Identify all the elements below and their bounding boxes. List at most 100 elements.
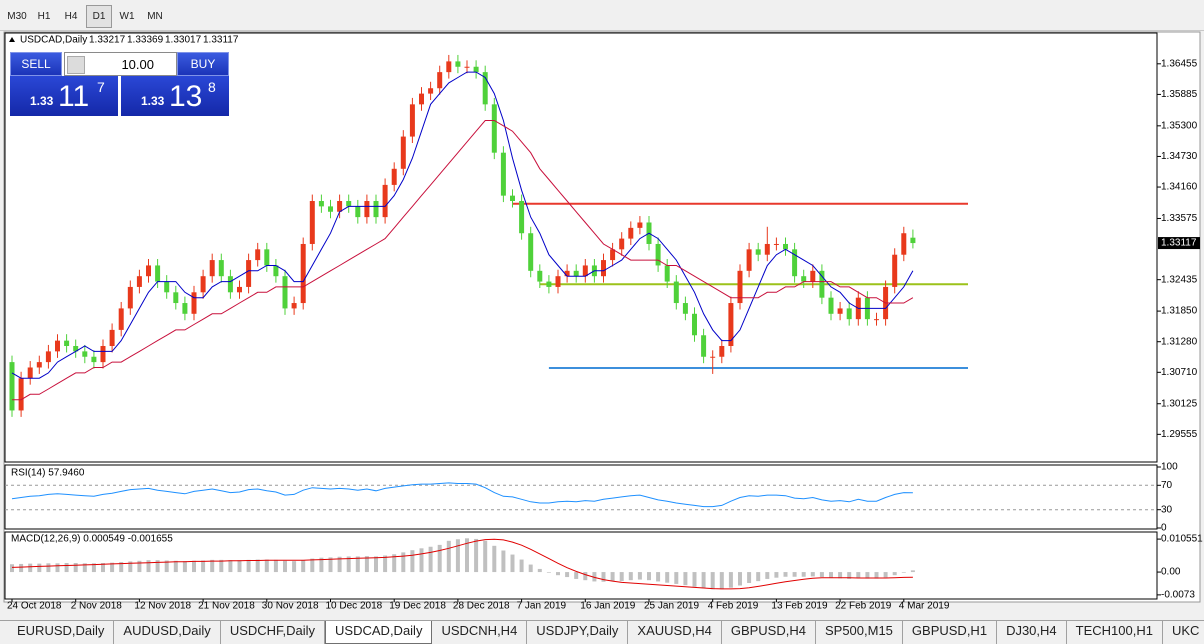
chart-tab[interactable]: AUDUSD,Daily — [114, 621, 221, 644]
histogram-bar — [583, 572, 588, 581]
candle-body — [764, 243, 770, 255]
lots-down[interactable] — [67, 56, 85, 74]
histogram-bar — [792, 572, 797, 577]
bid-pip: 7 — [97, 79, 105, 95]
candle-body — [573, 270, 579, 277]
histogram-bar — [146, 560, 151, 573]
chart-tab[interactable]: UKC — [1163, 621, 1204, 644]
candle-body — [428, 88, 434, 94]
chart-tab[interactable]: USDCAD,Daily — [325, 621, 433, 644]
histogram-bar — [910, 570, 915, 573]
candle-body — [337, 201, 343, 212]
x-tick-label: 4 Feb 2019 — [708, 601, 759, 612]
chart-tab[interactable]: USDCHF,Daily — [221, 621, 326, 644]
histogram-bar — [710, 572, 715, 590]
chart: USDCAD,Daily 1.36455 1.35885 1.35300 1.34730… — [3, 31, 1203, 612]
candle-body — [273, 265, 279, 277]
x-tick-label: 7 Jan 2019 — [517, 601, 567, 612]
candle-body — [455, 61, 461, 67]
chart-tab[interactable]: GBPUSD,H1 — [903, 621, 998, 644]
sell-button[interactable]: SELL — [10, 52, 62, 76]
histogram-bar — [656, 572, 661, 582]
histogram-bar — [883, 572, 888, 578]
histogram-bar — [91, 563, 96, 573]
y-tick-label: 1.34730 — [1161, 151, 1198, 162]
chart-tab[interactable]: TECH100,H1 — [1067, 621, 1163, 644]
histogram-bar — [401, 552, 406, 573]
ohlc-value: 1.33217 — [89, 35, 126, 46]
histogram-bar — [801, 572, 806, 577]
y-tick-label: 0.010551 — [1161, 534, 1203, 545]
timeframe-button[interactable]: H4 — [64, 11, 78, 22]
chart-tab[interactable]: DJ30,H4 — [997, 621, 1067, 644]
timeframe-button[interactable]: MN — [147, 11, 163, 22]
panel-title: MACD(12,26,9) 0.000549 -0.001655 — [11, 534, 173, 545]
bid-big: 11 — [58, 80, 90, 113]
histogram-bar — [437, 544, 442, 573]
histogram-bar — [601, 572, 606, 582]
lots-field[interactable]: 10.00 — [64, 52, 177, 76]
chart-tab[interactable]: SP500,M15 — [816, 621, 903, 644]
histogram-bar — [510, 554, 515, 573]
candle-body — [664, 265, 670, 282]
chart-tab[interactable]: GBPUSD,H4 — [722, 621, 816, 644]
candle-body — [127, 286, 133, 309]
ask-quote[interactable]: 1.33 13 8 — [121, 76, 229, 116]
candle-body — [601, 260, 606, 277]
candle-body — [364, 201, 370, 218]
histogram-bar — [774, 572, 779, 578]
indicator-line — [11, 482, 913, 508]
panel-title: RSI(14) 57.9460 — [11, 468, 85, 479]
histogram-bar — [619, 572, 624, 582]
histogram-bar — [255, 559, 260, 573]
candle-body — [73, 346, 79, 352]
chart-tab[interactable]: USDCNH,H4 — [432, 621, 528, 644]
macd-panel — [4, 531, 1158, 600]
candle-body — [237, 286, 242, 293]
histogram-bar — [865, 572, 870, 579]
histogram-bar — [747, 572, 752, 583]
chart-tab[interactable]: XAUUSD,H4 — [628, 621, 722, 644]
candle-body — [464, 66, 470, 68]
candle-body — [91, 356, 97, 363]
buy-button[interactable]: BUY — [177, 52, 229, 76]
candle-body — [837, 308, 843, 314]
histogram-bar — [728, 572, 733, 588]
histogram-bar — [874, 572, 879, 579]
candle-body — [673, 281, 679, 304]
x-tick-label: 21 Nov 2018 — [198, 601, 255, 612]
candle-body — [309, 201, 315, 244]
histogram-bar — [310, 558, 315, 573]
timeframe-button[interactable]: M30 — [7, 11, 27, 22]
histogram-bar — [10, 564, 14, 573]
histogram-bar — [465, 538, 469, 573]
histogram-bar — [164, 560, 169, 573]
histogram-bar — [719, 572, 724, 590]
timeframe-button[interactable]: D1 — [86, 5, 112, 28]
histogram-bar — [683, 572, 688, 586]
candle-body — [910, 237, 916, 244]
candle-body — [892, 254, 898, 287]
candle-body — [491, 104, 497, 153]
candle-body — [537, 270, 543, 282]
chart-tab[interactable]: USDJPY,Daily — [527, 621, 629, 644]
histogram-bar — [182, 561, 187, 573]
chart-background — [3, 31, 1201, 603]
candle-body — [482, 72, 488, 105]
candle-body — [519, 201, 525, 234]
histogram-bar — [319, 557, 324, 573]
timeframe-button[interactable]: W1 — [119, 11, 135, 22]
chart-tab[interactable]: EURUSD,Daily — [8, 621, 115, 644]
ask-pip: 8 — [208, 79, 216, 95]
histogram-bar — [410, 550, 415, 573]
x-tick-label: 24 Oct 2018 — [7, 601, 62, 612]
y-tick-label: 30 — [1161, 504, 1173, 515]
histogram-bar — [173, 560, 178, 573]
timeframe-button[interactable]: H1 — [37, 11, 51, 22]
x-tick-label: 28 Dec 2018 — [453, 601, 510, 612]
candle-body — [27, 367, 33, 379]
indicator-line — [11, 538, 913, 590]
bid-quote[interactable]: 1.33 11 7 — [10, 76, 118, 116]
ohlc-value: 1.33117 — [203, 35, 239, 46]
